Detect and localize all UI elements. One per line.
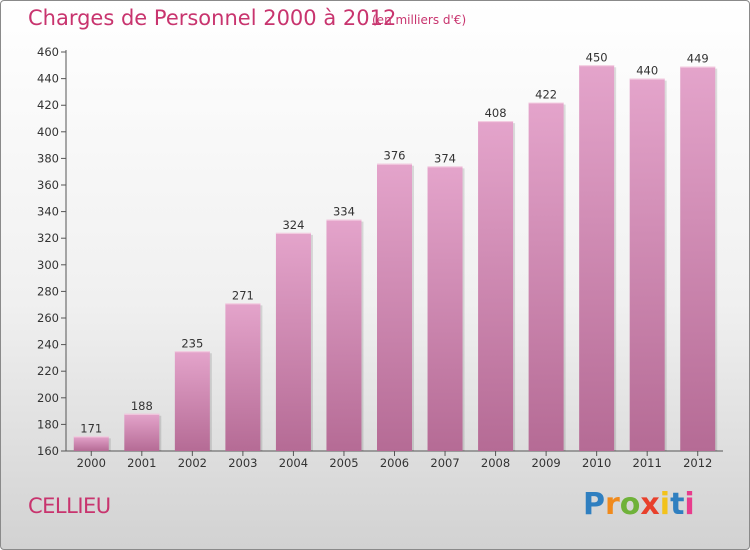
y-tick-label: 220 — [37, 364, 59, 378]
x-tick-label: 2005 — [329, 456, 358, 470]
data-label: 324 — [282, 218, 304, 232]
x-tick-label: 2006 — [380, 456, 409, 470]
x-tick-label: 2001 — [127, 456, 156, 470]
y-tick-label: 420 — [37, 98, 59, 112]
logo-letter: i — [659, 487, 671, 522]
data-label: 334 — [333, 205, 355, 219]
y-tick-label: 260 — [37, 311, 59, 325]
bar — [326, 219, 362, 451]
chart-unit: (en milliers d'€) — [372, 13, 467, 27]
data-label: 235 — [181, 336, 203, 350]
y-tick-label: 380 — [37, 151, 59, 165]
x-tick-label: 2009 — [531, 456, 560, 470]
bar — [579, 65, 615, 452]
x-tick-label: 2002 — [178, 456, 207, 470]
bar — [174, 351, 210, 451]
bar — [427, 166, 463, 451]
bar — [528, 102, 564, 451]
y-tick-label: 460 — [37, 45, 59, 59]
bar — [275, 232, 311, 451]
logo-letter: P — [583, 487, 605, 522]
x-tick-label: 2003 — [228, 456, 257, 470]
x-tick-label: 2011 — [633, 456, 662, 470]
logo-letter: r — [605, 487, 620, 522]
bar — [377, 163, 412, 451]
proxiti-logo: Proxiti — [583, 487, 695, 522]
data-label: 422 — [535, 88, 557, 102]
bar — [680, 66, 716, 451]
x-tick-label: 2008 — [481, 456, 510, 470]
y-tick-label: 360 — [37, 178, 59, 192]
logo-letter: i — [684, 487, 695, 522]
y-tick-label: 280 — [37, 284, 59, 298]
y-tick-label: 320 — [37, 231, 59, 245]
y-tick-label: 440 — [37, 72, 59, 86]
bar — [73, 436, 109, 451]
y-tick-label: 180 — [37, 417, 59, 431]
bar — [124, 413, 160, 451]
data-label: 271 — [232, 288, 254, 302]
chart-title: Charges de Personnel 2000 à 2012 — [28, 6, 397, 30]
data-label: 188 — [131, 399, 153, 413]
bar — [225, 303, 261, 451]
logo-letter: o — [619, 487, 641, 522]
x-tick-label: 2010 — [582, 456, 611, 470]
y-tick-label: 300 — [37, 258, 59, 272]
x-tick-label: 2000 — [77, 456, 106, 470]
x-tick-label: 2004 — [279, 456, 308, 470]
y-tick-label: 340 — [37, 205, 59, 219]
data-label: 408 — [485, 106, 507, 120]
y-tick-label: 160 — [37, 444, 59, 458]
data-label: 440 — [636, 64, 658, 78]
data-label: 376 — [384, 149, 406, 163]
bar — [629, 78, 665, 451]
data-label: 374 — [434, 151, 456, 165]
logo-letter: x — [640, 487, 660, 522]
commune-name: CELLIEU — [28, 494, 111, 518]
x-tick-label: 2012 — [683, 456, 712, 470]
y-tick-label: 200 — [37, 391, 59, 405]
y-tick-label: 240 — [37, 338, 59, 352]
x-tick-label: 2007 — [430, 456, 459, 470]
logo-letter: t — [670, 487, 685, 522]
data-label: 449 — [687, 52, 709, 66]
bar — [478, 121, 514, 451]
data-label: 450 — [586, 50, 608, 64]
data-label: 171 — [80, 421, 102, 435]
y-tick-label: 400 — [37, 125, 59, 139]
